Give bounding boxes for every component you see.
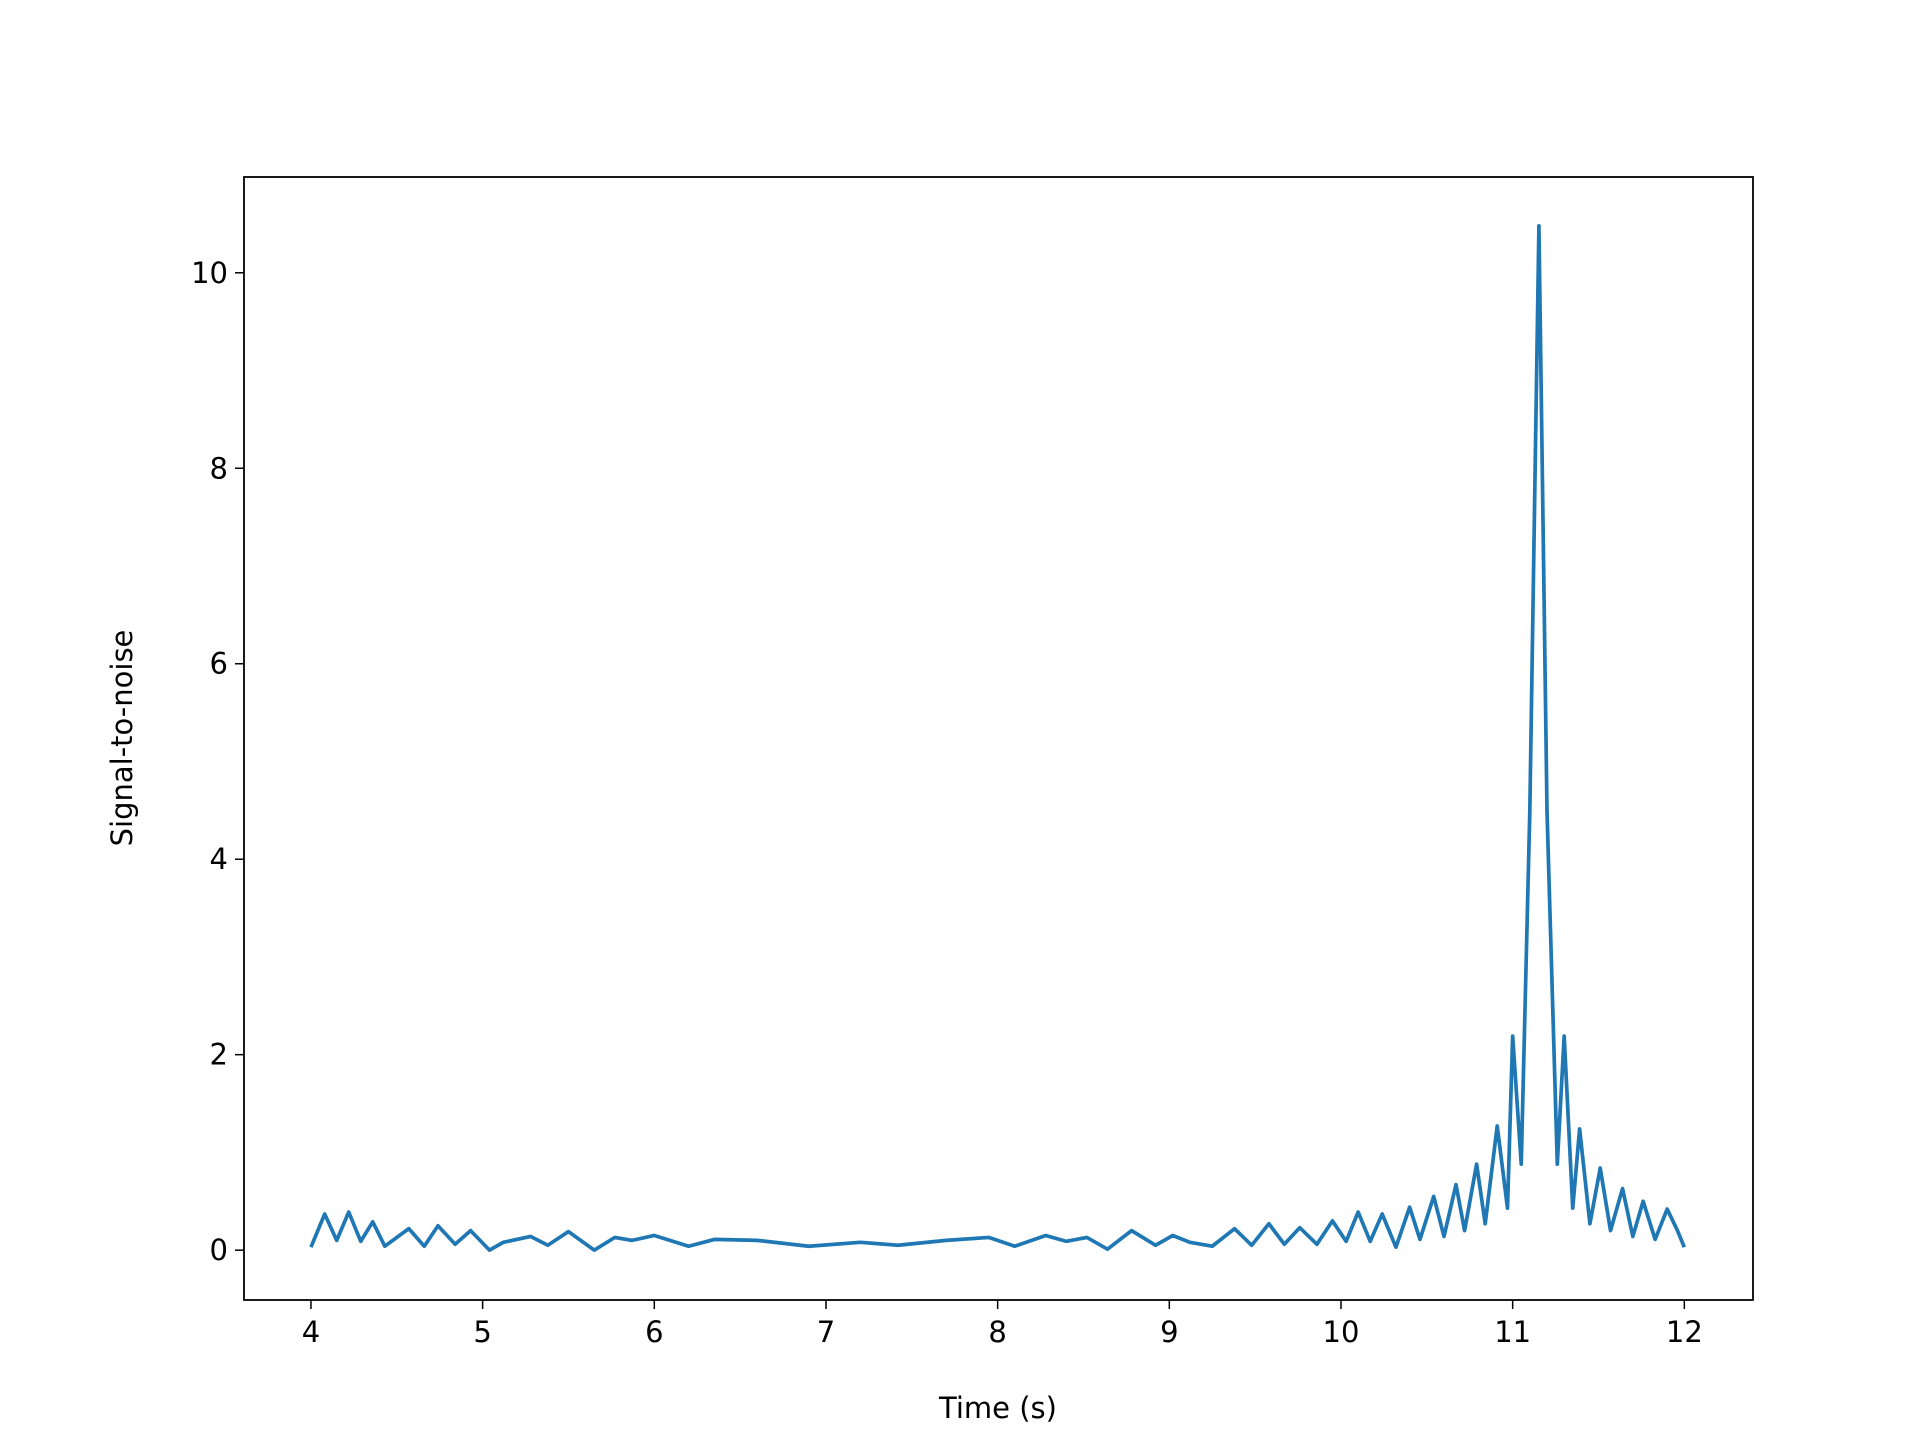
y-tick-label: 4: [210, 842, 228, 876]
plot-frame: [243, 176, 1754, 1301]
y-tick-label: 8: [210, 451, 228, 485]
x-tick-label: 9: [1160, 1315, 1178, 1349]
x-tick-label: 7: [817, 1315, 835, 1349]
y-tick-label: 6: [210, 647, 228, 681]
y-axis-label: Signal-to-noise: [105, 630, 139, 847]
line-series: [309, 224, 1687, 1252]
y-tick-label: 2: [210, 1038, 228, 1072]
x-axis-label: Time (s): [938, 1391, 1057, 1425]
y-tick-label: 0: [210, 1233, 228, 1267]
x-tick-label: 11: [1494, 1315, 1531, 1349]
x-tick-label: 6: [645, 1315, 663, 1349]
x-tick-label: 8: [988, 1315, 1006, 1349]
x-tick-label: 5: [473, 1315, 491, 1349]
x-tick-label: 12: [1666, 1315, 1703, 1349]
x-tick-label: 4: [302, 1315, 320, 1349]
y-tick-label: 10: [191, 256, 228, 290]
x-tick-label: 10: [1323, 1315, 1360, 1349]
